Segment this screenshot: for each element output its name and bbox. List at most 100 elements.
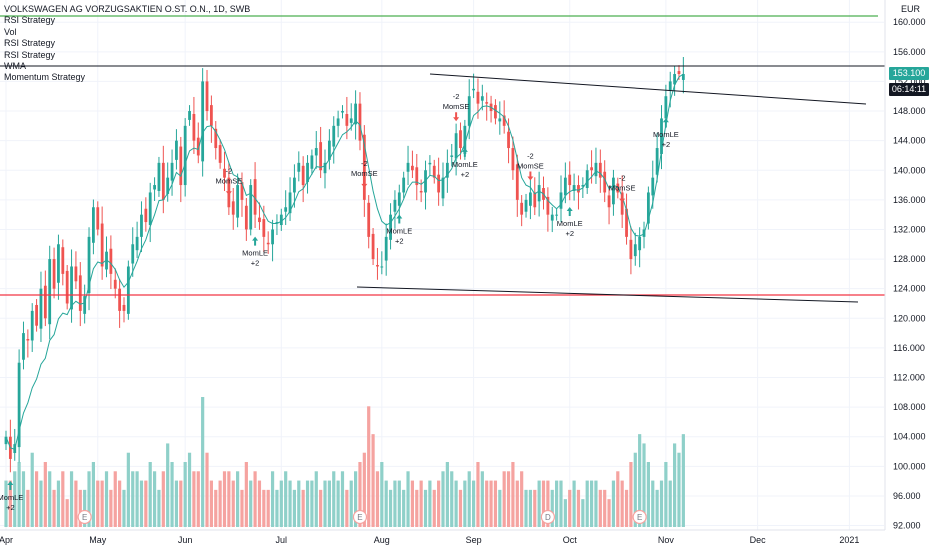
candle-body [258,217,261,223]
candle-body [362,134,366,200]
volume-bar [21,471,26,527]
signal-label: MomLE [653,130,679,139]
time-tick-label: Apr [0,535,13,545]
volume-bar [388,489,393,527]
currency-label[interactable]: EUR [901,4,921,14]
volume-bar [485,480,489,527]
volume-bar [598,489,602,527]
candle-body [349,118,353,123]
volume-bar [196,471,200,527]
volume-bar [467,471,471,527]
time-tick-label: Nov [658,535,675,545]
candle-body [218,145,222,163]
volume-bar [292,489,297,527]
volume-bar [109,489,113,527]
candle-body [345,113,349,126]
candle-body [511,148,515,171]
volume-bar [659,480,664,527]
legend-momentum-strategy[interactable]: Momentum Strategy [4,72,86,83]
candle-body [39,288,43,329]
volume-bar [581,499,585,527]
legend-vol[interactable]: Vol [4,26,17,37]
candle-body [74,266,78,282]
legend-rsi-strategy-2[interactable]: RSI Strategy [4,38,56,49]
volume-bar [471,480,476,527]
volume-bar [589,480,594,527]
volume-bar [43,462,47,527]
volume-bars [4,397,685,527]
candle-body [175,140,178,160]
volume-bar [406,471,410,527]
candle-body [445,162,449,178]
volume-bar [419,480,423,527]
event-badge-label: E [357,513,362,522]
signal-qty: -2 [226,166,233,175]
candle-body [288,192,292,214]
volume-bar [515,480,519,527]
candle-body [559,192,563,209]
legend-title[interactable]: VOLKSWAGEN AG VORZUGSAKTIEN O.ST. O.N., … [4,4,251,14]
price-tick-label: 124.000 [893,284,926,294]
price-axis[interactable]: 92.000 96.000 100.000 104.000 108.000 112.000… [884,0,926,531]
strategy-signals: MomLE+2-2MomSEMomLE+2-2MomSEMomLE+2-2Mom… [0,92,679,512]
legend-wma[interactable]: WMA [4,61,26,72]
legend-rsi-strategy-3[interactable]: RSI Strategy [4,49,56,60]
volume-bar [358,462,362,527]
signal-label: MomLE [386,226,412,235]
volume-bar [174,480,179,527]
candle-body [253,179,257,215]
candle-body [61,247,65,274]
volume-bar [17,462,21,527]
signal-qty: -2 [361,159,368,168]
candle-body [83,296,87,314]
price-tick-label: 128.000 [893,254,926,264]
volume-bar [240,489,244,527]
volume-bar [26,489,30,527]
volume-bar [371,434,375,527]
upper-trendline[interactable] [429,73,867,105]
candle-body [96,207,100,230]
candle-body [655,148,659,175]
volume-bar [646,462,650,527]
time-axis[interactable]: Apr May Jun Jul Aug Sep Oct Nov Dec 2021 [0,529,885,545]
volume-bar [677,452,681,527]
candle-body [105,251,108,270]
volume-bar [489,480,493,527]
volume-bar [183,462,187,527]
volume-bar [201,397,205,527]
candle-body [297,162,301,172]
volume-bar [301,489,305,527]
volume-bar [673,443,677,527]
volume-bar [638,434,642,527]
volume-bar [594,480,598,527]
signal-label: MomSE [517,161,544,170]
volume-bar [655,489,659,527]
candle-body [30,310,34,341]
legend-rsi-strategy-1[interactable]: RSI Strategy [4,15,56,26]
volume-bar [4,480,8,527]
candle-body [327,140,331,160]
candle-body [673,74,677,85]
volume-bar [319,489,323,527]
volume-bar [454,480,458,527]
event-badge-label: E [82,513,87,522]
candle-body [183,125,187,186]
volume-bar [275,489,279,527]
lower-trendline[interactable] [356,286,859,303]
candle-body [646,192,650,224]
price-tick-label: 132.000 [893,224,926,234]
trendline-drawings[interactable] [0,15,885,303]
candle-body [4,436,8,445]
volume-bar [249,480,253,527]
candle-body [598,162,602,178]
candle-body [572,185,576,191]
candle-body [546,196,550,215]
volume-bar [253,471,257,527]
candle-body [677,71,681,75]
volume-bar [629,462,633,527]
signal-qty: +2 [395,236,404,245]
candle-body [310,155,314,169]
signal-qty: -2 [619,174,626,183]
candle-body [393,199,397,212]
